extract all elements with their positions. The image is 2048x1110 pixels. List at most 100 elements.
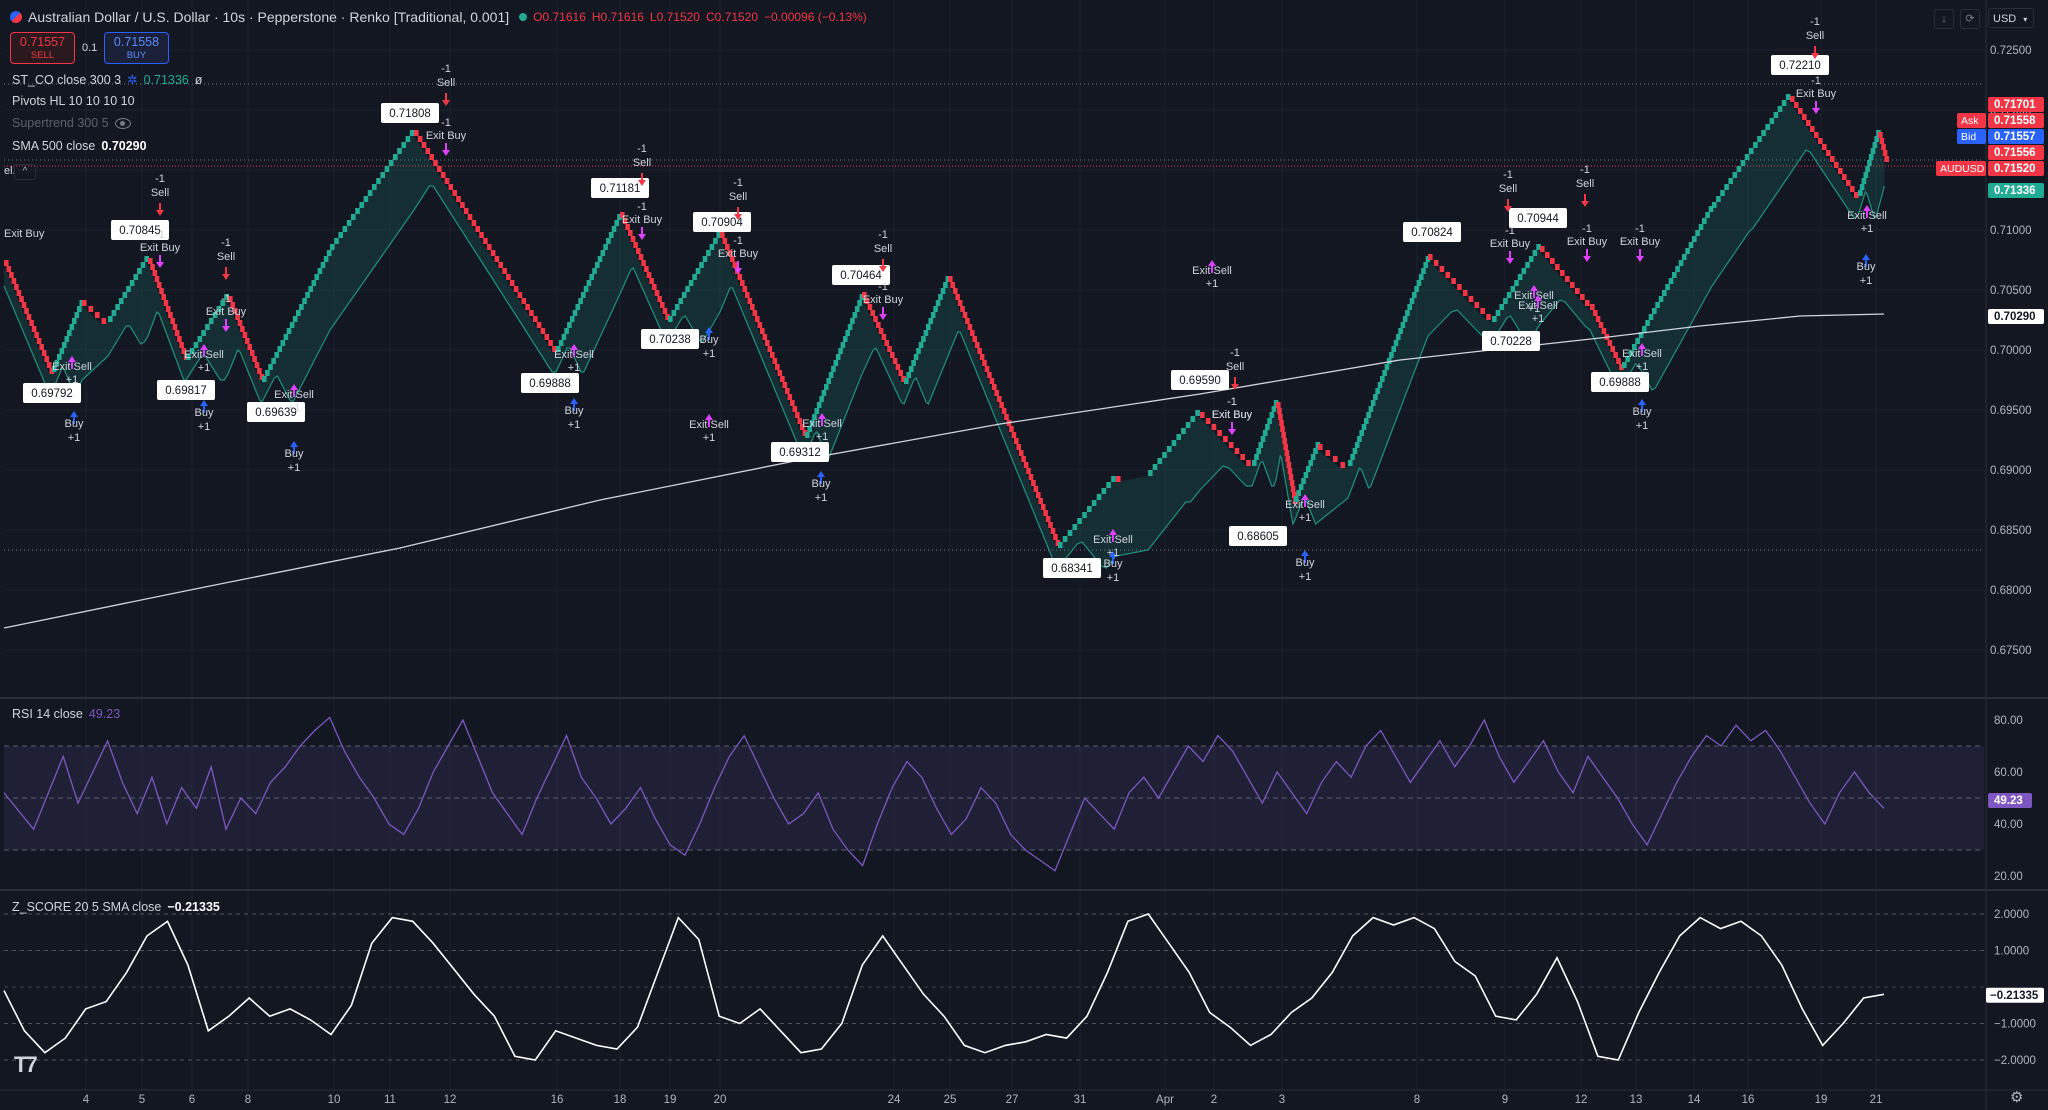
pivot-price-label: 0.69312 bbox=[771, 442, 829, 462]
renko-brick-up bbox=[305, 292, 310, 298]
renko-brick-down bbox=[179, 342, 184, 348]
renko-brick-down bbox=[517, 292, 523, 298]
renko-brick-up bbox=[372, 184, 377, 190]
renko-brick-up bbox=[1260, 436, 1266, 442]
arrow-up-icon bbox=[705, 327, 713, 340]
renko-brick-up bbox=[1398, 328, 1403, 334]
renko-brick-up bbox=[812, 414, 817, 420]
renko-brick-up bbox=[79, 300, 85, 306]
indicator-legend-rsi[interactable]: RSI 14 close 49.23 bbox=[12, 707, 120, 721]
renko-brick-down bbox=[660, 302, 665, 308]
renko-brick-up bbox=[614, 220, 619, 226]
renko-brick-up bbox=[57, 354, 62, 360]
renko-brick-up bbox=[122, 292, 128, 298]
arrow-up-icon bbox=[1638, 399, 1646, 412]
indicator-legend-pivots[interactable]: Pivots HL 10 10 10 10 bbox=[12, 94, 135, 108]
renko-brick-up bbox=[1712, 202, 1717, 208]
renko-brick-down bbox=[1279, 420, 1284, 426]
renko-brick-down bbox=[101, 318, 107, 324]
renko-brick-down bbox=[1200, 412, 1205, 418]
exit-buy-label: Exit Buy bbox=[1620, 236, 1661, 248]
signal-qty: -1 bbox=[1227, 396, 1237, 408]
eye-hidden-icon[interactable] bbox=[114, 117, 131, 129]
renko-brick-up bbox=[935, 300, 941, 306]
renko-brick-up bbox=[685, 286, 690, 292]
renko-brick-up bbox=[320, 262, 326, 268]
renko-brick-down bbox=[881, 334, 887, 340]
indicator-legend-sma[interactable]: SMA 500 close 0.70290 bbox=[12, 139, 147, 153]
renko-brick-up bbox=[586, 280, 592, 286]
renko-brick-up bbox=[668, 316, 673, 322]
time-tick-label: 2 bbox=[1211, 1094, 1217, 1106]
renko-brick-down bbox=[165, 306, 171, 312]
renko-brick-up bbox=[1176, 434, 1181, 440]
renko-brick-up bbox=[1517, 274, 1523, 280]
indicator-legend-supertrend[interactable]: Supertrend 300 5 bbox=[12, 116, 131, 130]
renko-brick-up bbox=[1648, 314, 1654, 320]
collapse-icon[interactable]: ^ bbox=[14, 164, 36, 180]
renko-brick-down bbox=[720, 232, 725, 238]
renko-brick-up bbox=[859, 294, 865, 300]
renko-brick-down bbox=[1234, 448, 1240, 454]
zscore-axis: 2.0000 1.0000 −1.0000 −2.0000 −0.21335 bbox=[1986, 909, 2044, 1067]
renko-brick-up bbox=[1495, 310, 1501, 316]
renko-brick-down bbox=[181, 348, 187, 354]
indicator-value: 0.71336 bbox=[143, 72, 189, 87]
exit-sell-label: Exit Sell bbox=[554, 349, 594, 361]
renko-brick-down bbox=[437, 166, 442, 172]
renko-brick-down bbox=[525, 304, 530, 310]
renko-brick-up bbox=[126, 286, 131, 292]
indicator-legend-st-co[interactable]: ST_CO close 300 3 ✲ 0.71336 ø bbox=[12, 72, 202, 88]
renko-brick-down bbox=[1280, 426, 1285, 432]
exit-buy-label: Exit Buy bbox=[4, 228, 45, 240]
indicator-legend-zscore[interactable]: Z_SCORE 20 5 SMA close −0.21335 bbox=[12, 900, 220, 914]
settings-gear-icon[interactable]: ⚙ bbox=[2010, 1089, 2024, 1106]
renko-brick-down bbox=[548, 340, 553, 346]
buy-signal-label: Buy bbox=[65, 418, 84, 430]
renko-brick-up bbox=[706, 250, 711, 256]
grid-lines bbox=[4, 0, 1984, 1090]
renko-brick-up bbox=[186, 354, 191, 360]
buy-button[interactable]: 0.71558 BUY bbox=[104, 32, 169, 64]
renko-brick-up bbox=[1384, 364, 1390, 370]
renko-brick-up bbox=[597, 256, 603, 262]
currency-selector[interactable]: USD ▾ bbox=[1988, 8, 2034, 28]
renko-brick-up bbox=[695, 268, 701, 274]
renko-brick-up bbox=[1106, 482, 1111, 488]
renko-brick-down bbox=[1595, 316, 1601, 322]
symbol-header[interactable]: Australian Dollar / U.S. Dollar · 10s · … bbox=[10, 9, 867, 25]
renko-brick-up bbox=[108, 316, 113, 322]
zscore-tick-label: 1.0000 bbox=[1994, 946, 2029, 958]
renko-brick-up bbox=[1380, 376, 1385, 382]
signal-qty: -1 bbox=[878, 281, 888, 293]
renko-brick-down bbox=[952, 288, 958, 294]
signal-qty: -1 bbox=[733, 235, 743, 247]
renko-brick-up bbox=[1254, 454, 1259, 460]
renko-brick-up bbox=[852, 312, 858, 318]
renko-brick-up bbox=[277, 346, 283, 352]
renko-brick-up bbox=[1525, 262, 1530, 268]
tradingview-logo-icon[interactable]: T7 bbox=[14, 1052, 38, 1077]
renko-brick-down bbox=[252, 356, 257, 362]
arrow-down-icon[interactable]: ↓ bbox=[1934, 9, 1954, 29]
sell-button[interactable]: 0.71557 SELL bbox=[10, 32, 75, 64]
settings-gear-icon[interactable]: ✲ bbox=[127, 73, 138, 87]
price-tick-label: 0.70500 bbox=[1990, 285, 2032, 297]
renko-brick-down bbox=[1223, 436, 1228, 442]
rsi-badge-box bbox=[1988, 793, 2032, 808]
renko-brick-up bbox=[933, 306, 938, 312]
indicator-name: Pivots HL 10 10 10 10 bbox=[12, 94, 135, 108]
reset-icon[interactable]: ⟳ bbox=[1960, 9, 1980, 29]
pivot-label-text: 0.70824 bbox=[1411, 227, 1453, 239]
renko-brick-up bbox=[1785, 94, 1791, 100]
renko-brick-up bbox=[840, 342, 846, 348]
renko-brick-down bbox=[1031, 480, 1036, 486]
renko-brick-up bbox=[904, 378, 909, 384]
renko-brick-up bbox=[72, 318, 77, 324]
renko-brick-up bbox=[831, 366, 836, 372]
renko-brick-up bbox=[1536, 244, 1541, 250]
renko-brick-up bbox=[814, 408, 820, 414]
renko-brick-up bbox=[289, 322, 295, 328]
renko-brick-up bbox=[274, 352, 279, 358]
